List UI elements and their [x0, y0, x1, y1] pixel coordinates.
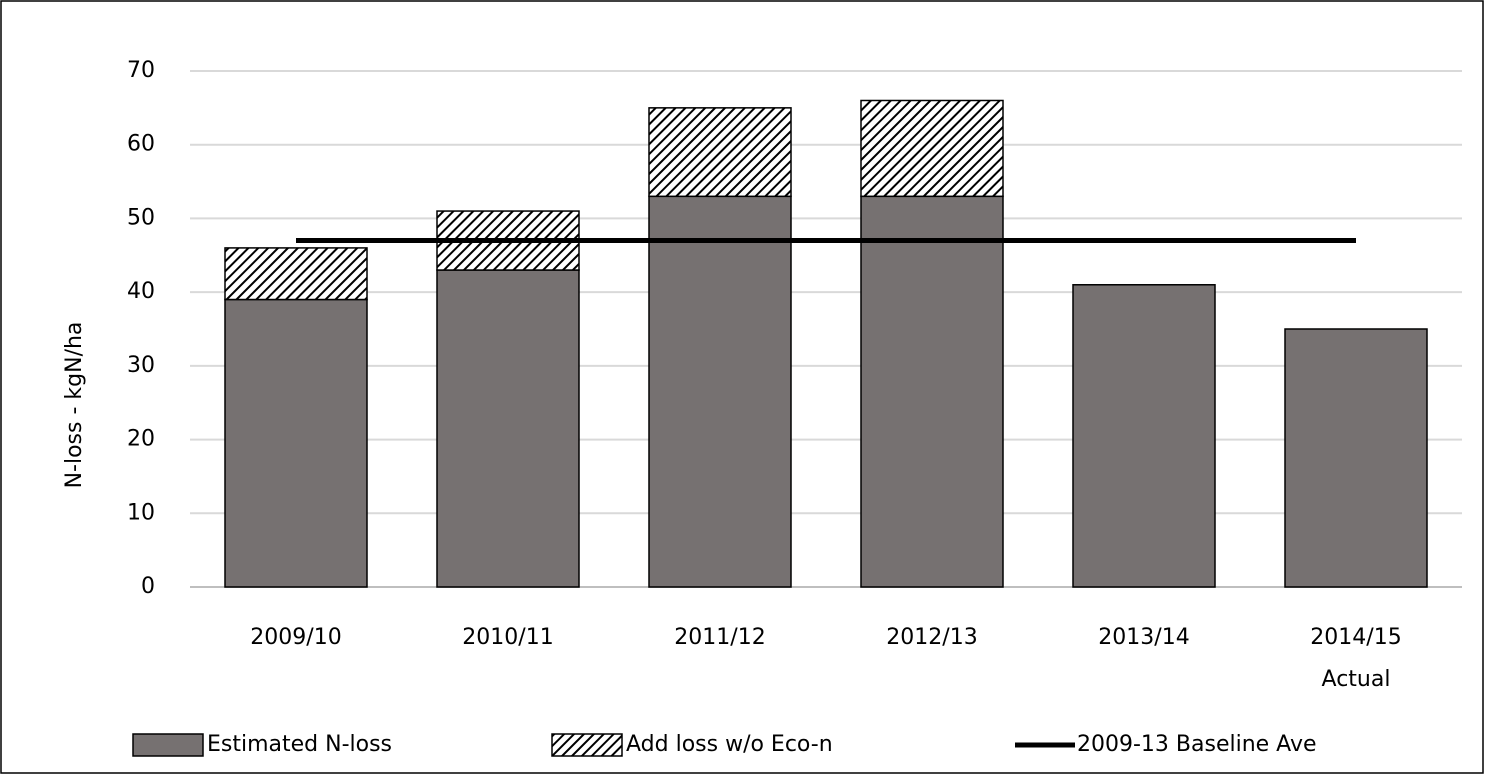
x-tick-label: 2011/12 — [674, 625, 765, 650]
bar — [224, 247, 368, 301]
y-axis-label: N-loss - kgN/ha — [62, 322, 87, 489]
bar — [1072, 284, 1216, 588]
bar — [860, 195, 1004, 588]
x-tick-label: 2010/11 — [462, 625, 553, 650]
y-tick-label: 30 — [127, 353, 155, 378]
legend-swatch — [551, 733, 623, 757]
x-tick-label: 2009/10 — [250, 625, 341, 650]
y-tick-label: 40 — [127, 279, 155, 304]
y-tick-label: 10 — [127, 500, 155, 525]
bar — [860, 99, 1004, 198]
x-tick-label: 2012/13 — [886, 625, 977, 650]
y-tick-label: 60 — [127, 132, 155, 157]
bar — [224, 298, 368, 588]
bar — [436, 269, 580, 588]
y-tick-label: 50 — [127, 205, 155, 230]
legend-label: Estimated N-loss — [207, 732, 392, 757]
y-tick-label: 70 — [127, 58, 155, 83]
y-tick-label: 20 — [127, 427, 155, 452]
legend-label: 2009-13 Baseline Ave — [1077, 732, 1317, 757]
x-tick-label: 2013/14 — [1098, 625, 1189, 650]
legend-label: Add loss w/o Eco-n — [626, 732, 833, 757]
y-tick-label: 0 — [141, 574, 155, 599]
bar — [1284, 328, 1428, 588]
bar — [648, 107, 792, 198]
bar — [648, 195, 792, 588]
x-tick-label: 2014/15 Actual — [1310, 625, 1401, 692]
legend-swatch — [132, 733, 204, 757]
